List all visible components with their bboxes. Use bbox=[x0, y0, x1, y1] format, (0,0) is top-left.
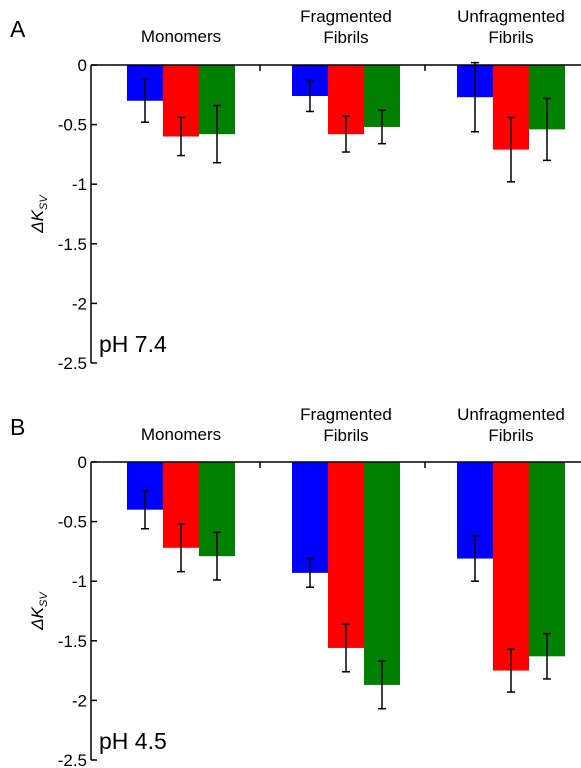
y-tick-label: -2.5 bbox=[58, 354, 87, 373]
y-tick-label: -1 bbox=[72, 572, 87, 591]
panel-label: B bbox=[10, 414, 25, 440]
y-tick-label: -2 bbox=[72, 691, 87, 710]
y-tick-label: -2.5 bbox=[58, 751, 87, 768]
y-tick-label: 0 bbox=[78, 453, 87, 472]
bar bbox=[328, 462, 364, 648]
y-tick-label: -1.5 bbox=[58, 632, 87, 651]
bar bbox=[364, 462, 400, 685]
category-label: Unfragmented Fibrils bbox=[457, 7, 565, 47]
bar bbox=[493, 462, 529, 671]
category-label: Fragmented Fibrils bbox=[300, 405, 392, 445]
panel-label: A bbox=[10, 16, 26, 42]
y-tick-label: 0 bbox=[78, 56, 87, 75]
bar bbox=[529, 462, 565, 657]
category-label: Monomers bbox=[141, 27, 221, 46]
chart-panel-b: B Monomers Fragmented Fibrils Unfragmented Fi… bbox=[10, 405, 581, 768]
category-label: Fragmented Fibrils bbox=[300, 7, 392, 47]
y-tick-label: -0.5 bbox=[58, 116, 87, 135]
y-tick-label: -1.5 bbox=[58, 235, 87, 254]
bar bbox=[292, 462, 328, 573]
chart-panel-a: A Monomers Fragmented Fibrils Unfragmented Fi… bbox=[10, 7, 581, 373]
category-label: Monomers bbox=[141, 425, 221, 444]
y-tick-label: -1 bbox=[72, 175, 87, 194]
y-tick-label: -0.5 bbox=[58, 513, 87, 532]
y-tick-label: -2 bbox=[72, 294, 87, 313]
ph-annotation: pH 7.4 bbox=[99, 331, 167, 357]
category-label: Unfragmented Fibrils bbox=[457, 405, 565, 445]
ph-annotation: pH 4.5 bbox=[99, 728, 167, 754]
y-axis-title: ΔKSV bbox=[28, 591, 50, 631]
y-axis-title: ΔKSV bbox=[28, 194, 50, 234]
